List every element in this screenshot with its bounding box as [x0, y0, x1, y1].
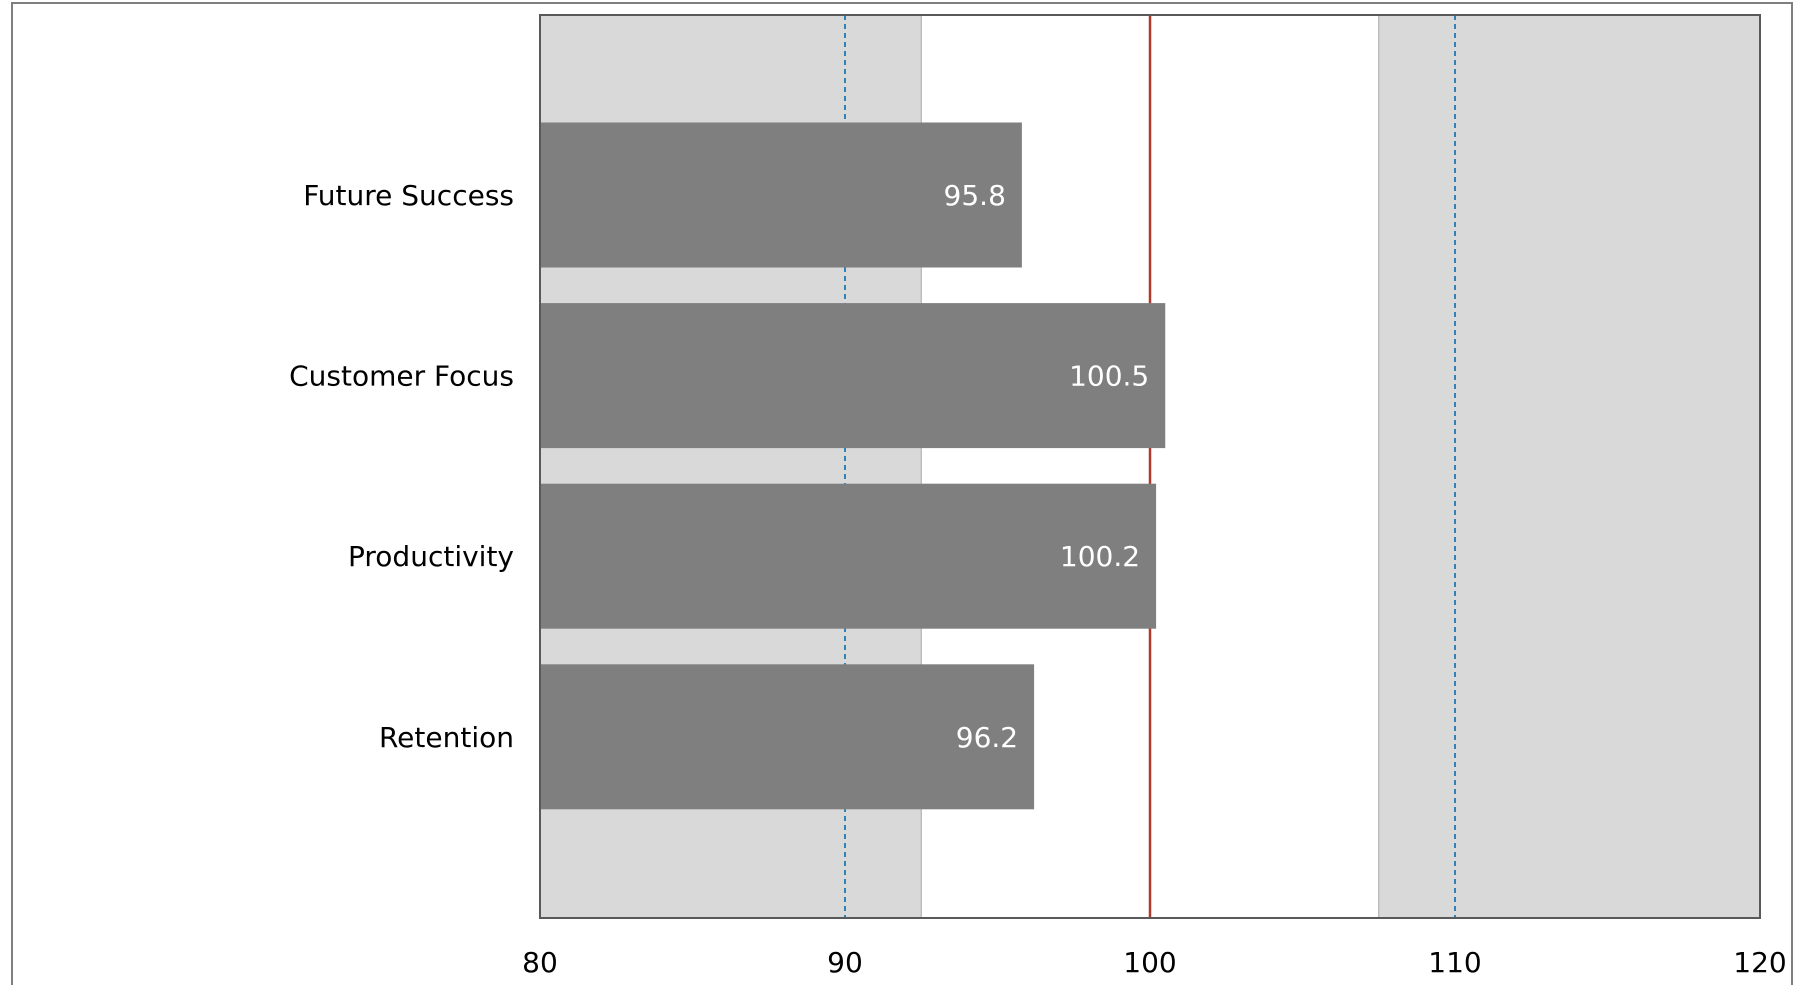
plot-area-border: [539, 14, 1761, 919]
data-label-customer-focus: 100.5: [1069, 360, 1149, 393]
category-label-customer-focus: Customer Focus: [289, 360, 514, 393]
chart-outer-border: [11, 2, 1793, 989]
reference-line-layer: [844, 15, 1456, 918]
shaded-band-2: [1378, 14, 1761, 919]
category-label-productivity: Productivity: [348, 540, 514, 573]
x-tick-label-110: 110: [1428, 946, 1481, 979]
data-label-productivity: 100.2: [1060, 540, 1140, 573]
data-label-layer: 95.8 100.5 100.2 96.2: [944, 179, 1150, 754]
data-label-future-success: 95.8: [944, 179, 1006, 212]
bar-future-success: [540, 122, 1022, 268]
category-label-future-success: Future Success: [303, 179, 514, 212]
x-tick-label-100: 100: [1123, 946, 1176, 979]
data-label-retention: 96.2: [956, 721, 1018, 754]
bar-layer: [540, 122, 1166, 810]
bar-customer-focus: [540, 303, 1166, 449]
x-tick-label-90: 90: [827, 946, 863, 979]
x-axis: 80 90 100 110 120: [522, 946, 1787, 979]
bar-productivity: [540, 483, 1157, 629]
category-label-retention: Retention: [379, 721, 514, 754]
bar-retention: [540, 664, 1035, 810]
category-label-layer: Future Success Customer Focus Productivity…: [289, 179, 514, 754]
frame-layer: [11, 2, 1793, 989]
x-tick-label-120: 120: [1733, 946, 1786, 979]
x-tick-label-80: 80: [522, 946, 558, 979]
